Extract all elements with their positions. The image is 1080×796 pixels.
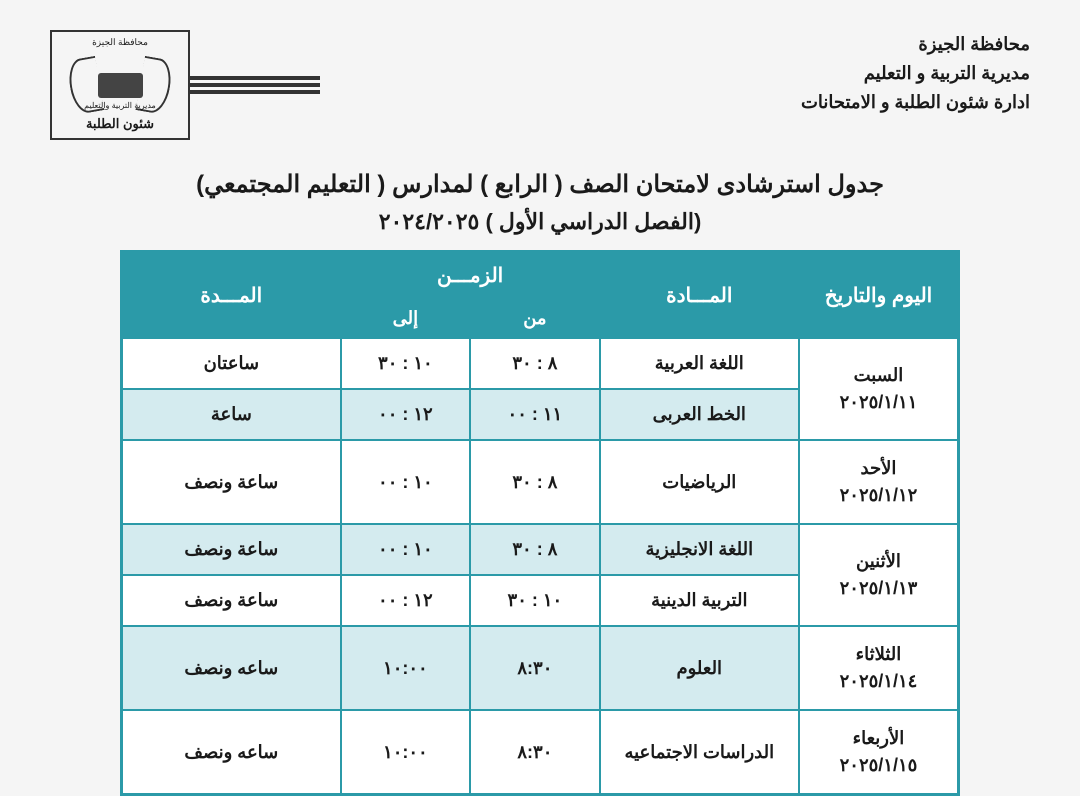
date-label: ٢٠٢٥/١/١٢ <box>808 482 949 509</box>
table-row: الأحد٢٠٢٥/١/١٢الرياضيات٨ : ٣٠١٠ : ٠٠ساعة… <box>122 440 959 524</box>
subject-cell: الرياضيات <box>600 440 799 524</box>
to-cell: ١٢ : ٠٠ <box>341 575 471 626</box>
to-cell: ١٠ : ٣٠ <box>341 338 471 389</box>
decorative-stripes <box>190 76 320 94</box>
subject-cell: الدراسات الاجتماعيه <box>600 710 799 795</box>
table-row: الأربعاء٢٠٢٥/١/١٥الدراسات الاجتماعيه٨:٣٠… <box>122 710 959 795</box>
date-cell: السبت٢٠٢٥/١/١١ <box>799 338 959 440</box>
logo-area: محافظة الجيزة مديرية التربية والتعليم شئ… <box>50 30 320 140</box>
duration-cell: ساعه ونصف <box>122 710 341 795</box>
date-label: ٢٠٢٥/١/١٥ <box>808 752 949 779</box>
header-line2: مديرية التربية و التعليم <box>801 59 1030 88</box>
from-cell: ٨:٣٠ <box>470 710 599 795</box>
col-header-time: الزمـــن <box>341 252 600 300</box>
date-cell: الثلاثاء٢٠٢٥/١/١٤ <box>799 626 959 710</box>
table-header-row: اليوم والتاريخ المـــادة الزمـــن المـــ… <box>122 252 959 300</box>
col-header-date: اليوم والتاريخ <box>799 252 959 339</box>
day-label: الأثنين <box>808 548 949 575</box>
subject-cell: العلوم <box>600 626 799 710</box>
date-label: ٢٠٢٥/١/١٤ <box>808 668 949 695</box>
col-header-from: من <box>470 299 599 338</box>
logo-text-mid: مديرية التربية والتعليم <box>84 101 156 110</box>
date-cell: الأثنين٢٠٢٥/١/١٣ <box>799 524 959 626</box>
subject-cell: الخط العربى <box>600 389 799 440</box>
duration-cell: ساعة ونصف <box>122 575 341 626</box>
from-cell: ١١ : ٠٠ <box>470 389 599 440</box>
header-area: محافظة الجيزة مديرية التربية و التعليم ا… <box>50 30 1030 140</box>
date-label: ٢٠٢٥/١/١٣ <box>808 575 949 602</box>
from-cell: ٨ : ٣٠ <box>470 338 599 389</box>
table-body: السبت٢٠٢٥/١/١١اللغة العربية٨ : ٣٠١٠ : ٣٠… <box>122 338 959 795</box>
from-cell: ١٠ : ٣٠ <box>470 575 599 626</box>
header-line3: ادارة شئون الطلبة و الامتحانات <box>801 88 1030 117</box>
day-label: الأربعاء <box>808 725 949 752</box>
day-label: الثلاثاء <box>808 641 949 668</box>
duration-cell: ساعه ونصف <box>122 626 341 710</box>
header-line1: محافظة الجيزة <box>801 30 1030 59</box>
to-cell: ١٠ : ٠٠ <box>341 524 471 575</box>
date-label: ٢٠٢٥/١/١١ <box>808 389 949 416</box>
duration-cell: ساعة ونصف <box>122 440 341 524</box>
date-cell: الأربعاء٢٠٢٥/١/١٥ <box>799 710 959 795</box>
logo-text-bottom: شئون الطلبة <box>86 116 154 132</box>
subject-cell: التربية الدينية <box>600 575 799 626</box>
duration-cell: ساعة <box>122 389 341 440</box>
duration-cell: ساعتان <box>122 338 341 389</box>
logo-text-top: محافظة الجيزة <box>92 37 148 48</box>
schedule-table: اليوم والتاريخ المـــادة الزمـــن المـــ… <box>120 250 960 796</box>
from-cell: ٨ : ٣٠ <box>470 524 599 575</box>
col-header-subject: المـــادة <box>600 252 799 339</box>
col-header-duration: المـــدة <box>122 252 341 339</box>
subject-cell: اللغة العربية <box>600 338 799 389</box>
date-cell: الأحد٢٠٢٥/١/١٢ <box>799 440 959 524</box>
logo-box: محافظة الجيزة مديرية التربية والتعليم شئ… <box>50 30 190 140</box>
from-cell: ٨:٣٠ <box>470 626 599 710</box>
duration-cell: ساعة ونصف <box>122 524 341 575</box>
to-cell: ١٠:٠٠ <box>341 626 471 710</box>
to-cell: ١٠:٠٠ <box>341 710 471 795</box>
header-text: محافظة الجيزة مديرية التربية و التعليم ا… <box>801 30 1030 116</box>
from-cell: ٨ : ٣٠ <box>470 440 599 524</box>
to-cell: ١٢ : ٠٠ <box>341 389 471 440</box>
title-sub: (الفصل الدراسي الأول ) ٢٠٢٤/٢٠٢٥ <box>50 209 1030 235</box>
to-cell: ١٠ : ٠٠ <box>341 440 471 524</box>
table-row: الأثنين٢٠٢٥/١/١٣اللغة الانجليزية٨ : ٣٠١٠… <box>122 524 959 575</box>
subject-cell: اللغة الانجليزية <box>600 524 799 575</box>
day-label: السبت <box>808 362 949 389</box>
table-row: الثلاثاء٢٠٢٥/١/١٤العلوم٨:٣٠١٠:٠٠ساعه ونص… <box>122 626 959 710</box>
title-area: جدول استرشادى لامتحان الصف ( الرابع ) لم… <box>50 170 1030 235</box>
col-header-to: إلى <box>341 299 471 338</box>
table-row: السبت٢٠٢٥/١/١١اللغة العربية٨ : ٣٠١٠ : ٣٠… <box>122 338 959 389</box>
day-label: الأحد <box>808 455 949 482</box>
title-main: جدول استرشادى لامتحان الصف ( الرابع ) لم… <box>50 170 1030 199</box>
